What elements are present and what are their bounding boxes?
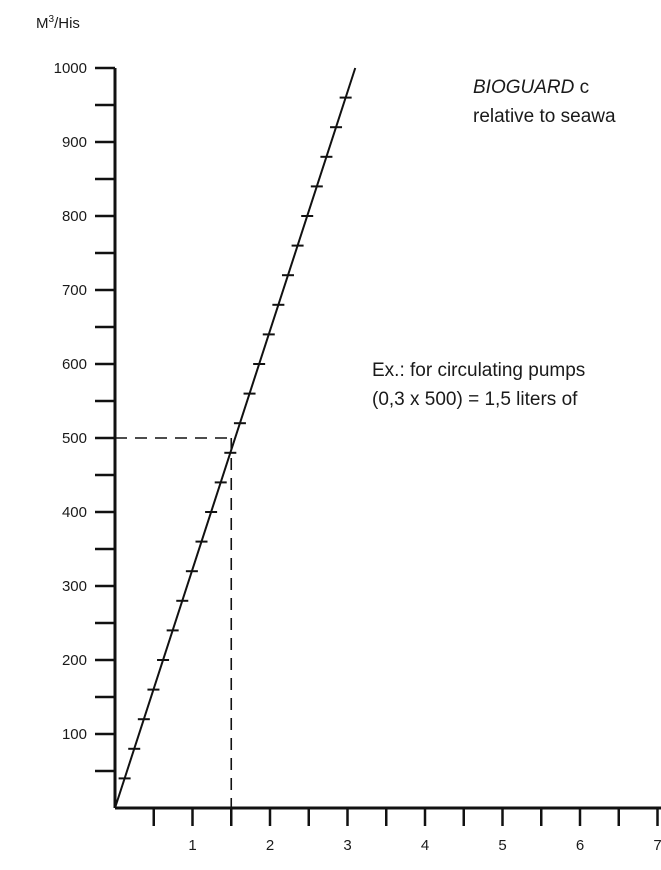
y-tick-label: 1000	[54, 60, 87, 77]
note-bioguard-line2: relative to seawa	[473, 106, 616, 127]
y-tick-label: 800	[62, 208, 87, 225]
x-ticks: 1 2 3 4 5 6 7	[152, 808, 661, 854]
x-tick-label: 1	[188, 837, 196, 854]
note-bioguard: BIOGUARD c relative to seawa	[473, 73, 616, 131]
note-example-line1: Ex.: for circulating pumps	[372, 360, 586, 381]
note-example: Ex.: for circulating pumps (0,3 x 500) =…	[372, 356, 585, 414]
note-bioguard-brand: BIOGUARD	[473, 77, 575, 98]
y-tick-label: 300	[62, 578, 87, 595]
x-tick-label: 4	[421, 837, 429, 854]
reference-lines	[115, 437, 233, 808]
y-tick-label: 600	[62, 356, 87, 373]
x-tick-label: 5	[498, 837, 506, 854]
y-tick-label: 200	[62, 652, 87, 669]
series-group	[114, 67, 357, 809]
y-tick-label: 700	[62, 282, 87, 299]
x-tick-label: 7	[653, 837, 661, 854]
y-axis-unit-label: M3/His	[36, 14, 80, 32]
x-tick-label: 3	[343, 837, 351, 854]
y-ticks: 100 200 300 400 500 600 700 800 900 1000	[54, 60, 115, 773]
x-tick-label: 6	[576, 837, 584, 854]
x-tick-label: 2	[266, 837, 274, 854]
note-example-line2: (0,3 x 500) = 1,5 liters of	[372, 389, 578, 410]
y-tick-label: 400	[62, 504, 87, 521]
y-tick-label: 100	[62, 726, 87, 743]
y-tick-label: 900	[62, 134, 87, 151]
y-tick-label: 500	[62, 430, 87, 447]
series-line	[114, 67, 357, 809]
